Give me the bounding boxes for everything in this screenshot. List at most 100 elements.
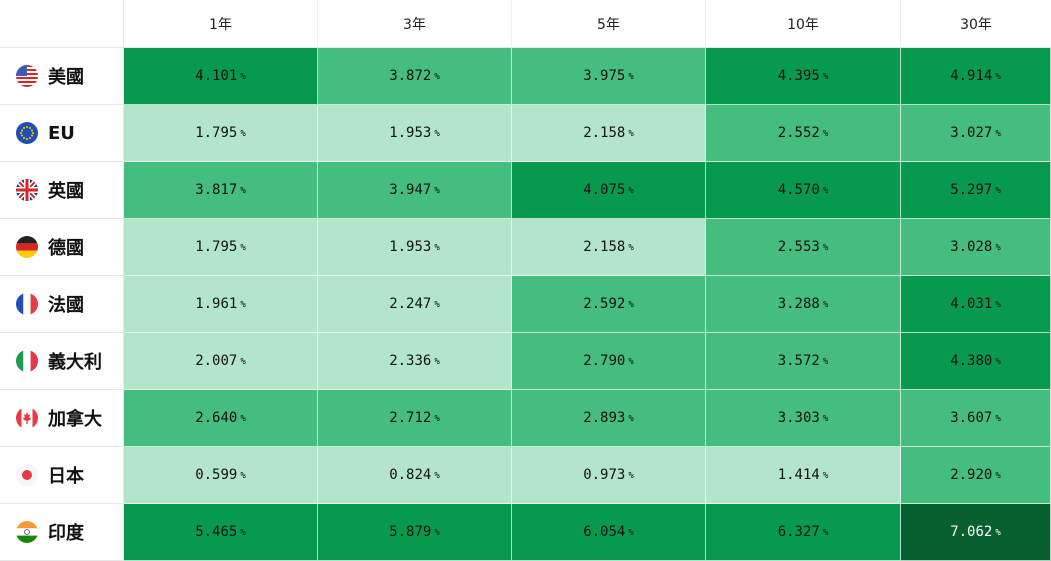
yield-cell[interactable]: 3.817%: [124, 162, 318, 219]
yield-cell[interactable]: 4.031%: [901, 276, 1051, 333]
yield-cell[interactable]: 2.712%: [318, 390, 512, 447]
yield-cell[interactable]: 3.288%: [706, 276, 901, 333]
yield-cell[interactable]: 1.961%: [124, 276, 318, 333]
yield-value: 5.297: [950, 182, 993, 198]
yield-cell[interactable]: 6.054%: [512, 504, 706, 561]
percent-unit: %: [240, 471, 246, 481]
percent-unit: %: [995, 72, 1001, 82]
yield-cell[interactable]: 2.247%: [318, 276, 512, 333]
country-cell[interactable]: EU: [0, 105, 124, 162]
yield-cell[interactable]: 5.465%: [124, 504, 318, 561]
yield-cell[interactable]: 2.592%: [512, 276, 706, 333]
yield-value: 2.158: [583, 125, 626, 141]
yield-value: 2.553: [777, 239, 820, 255]
country-name: 日本: [48, 466, 84, 487]
percent-unit: %: [628, 300, 634, 310]
country-cell[interactable]: 德國: [0, 219, 124, 276]
yield-cell[interactable]: 4.075%: [512, 162, 706, 219]
yield-value: 4.075: [583, 182, 626, 198]
yield-cell[interactable]: 2.007%: [124, 333, 318, 390]
yield-cell[interactable]: 2.158%: [512, 105, 706, 162]
percent-unit: %: [434, 300, 440, 310]
yield-cell[interactable]: 0.973%: [512, 447, 706, 504]
yield-cell[interactable]: 3.947%: [318, 162, 512, 219]
yield-cell[interactable]: 2.893%: [512, 390, 706, 447]
country-cell[interactable]: 日本: [0, 447, 124, 504]
country-cell[interactable]: 美國: [0, 48, 124, 105]
yield-cell[interactable]: 3.572%: [706, 333, 901, 390]
yield-cell[interactable]: 2.552%: [706, 105, 901, 162]
table-row: 法國 1.961% 2.247% 2.592% 3.288% 4.031%: [0, 276, 1051, 333]
yield-value: 0.599: [195, 467, 238, 483]
country-cell[interactable]: 英國: [0, 162, 124, 219]
column-header-1y[interactable]: 1年: [124, 0, 318, 48]
column-header-5y[interactable]: 5年: [512, 0, 706, 48]
yield-cell[interactable]: 3.607%: [901, 390, 1051, 447]
yield-cell[interactable]: 3.027%: [901, 105, 1051, 162]
yield-cell[interactable]: 2.553%: [706, 219, 901, 276]
yield-value: 3.027: [950, 125, 993, 141]
yield-cell[interactable]: 2.640%: [124, 390, 318, 447]
yield-value: 2.592: [583, 296, 626, 312]
percent-unit: %: [995, 471, 1001, 481]
yield-cell[interactable]: 4.395%: [706, 48, 901, 105]
yield-cell[interactable]: 2.790%: [512, 333, 706, 390]
percent-unit: %: [995, 243, 1001, 253]
column-header-30y[interactable]: 30年: [960, 17, 992, 33]
yield-cell[interactable]: 3.872%: [318, 48, 512, 105]
percent-unit: %: [628, 357, 634, 367]
table-header: 1年 3年 5年 10年 30年: [0, 0, 1051, 48]
yield-cell[interactable]: 0.824%: [318, 447, 512, 504]
column-header-3y[interactable]: 3年: [318, 0, 512, 48]
percent-unit: %: [240, 72, 246, 82]
yield-value: 4.101: [195, 68, 238, 84]
yield-cell[interactable]: 0.599%: [124, 447, 318, 504]
yield-value: 3.975: [583, 68, 626, 84]
yield-cell[interactable]: 2.920%: [901, 447, 1051, 504]
table-row: 加拿大 2.640% 2.712% 2.893% 3.303% 3.607%: [0, 390, 1051, 447]
yield-cell[interactable]: 3.303%: [706, 390, 901, 447]
yield-cell[interactable]: 4.570%: [706, 162, 901, 219]
percent-unit: %: [628, 72, 634, 82]
yield-cell[interactable]: 1.795%: [124, 219, 318, 276]
country-cell[interactable]: 加拿大: [0, 390, 124, 447]
yield-value: 3.028: [950, 239, 993, 255]
country-name: 英國: [48, 181, 84, 202]
yield-cell[interactable]: 1.953%: [318, 105, 512, 162]
percent-unit: %: [995, 186, 1001, 196]
percent-unit: %: [995, 357, 1001, 367]
yield-value: 3.872: [389, 68, 432, 84]
percent-unit: %: [434, 243, 440, 253]
yield-cell[interactable]: 7.062%: [901, 504, 1051, 561]
percent-unit: %: [628, 471, 634, 481]
yield-cell[interactable]: 1.795%: [124, 105, 318, 162]
percent-unit: %: [628, 414, 634, 424]
country-cell[interactable]: 義大利: [0, 333, 124, 390]
yield-value: 5.879: [389, 524, 432, 540]
yield-cell[interactable]: 1.953%: [318, 219, 512, 276]
percent-unit: %: [628, 129, 634, 139]
yield-value: 2.158: [583, 239, 626, 255]
yield-cell[interactable]: 4.101%: [124, 48, 318, 105]
yield-cell[interactable]: 5.297%: [901, 162, 1051, 219]
column-header-10y[interactable]: 10年: [706, 0, 901, 48]
percent-unit: %: [995, 129, 1001, 139]
yield-cell[interactable]: 3.975%: [512, 48, 706, 105]
yield-cell[interactable]: 4.914%: [901, 48, 1051, 105]
yield-cell[interactable]: 2.158%: [512, 219, 706, 276]
eu-flag-icon: [16, 122, 38, 144]
country-cell[interactable]: 印度: [0, 504, 124, 561]
yield-cell[interactable]: 2.336%: [318, 333, 512, 390]
yield-value: 2.790: [583, 353, 626, 369]
yield-cell[interactable]: 6.327%: [706, 504, 901, 561]
yield-value: 1.961: [195, 296, 238, 312]
percent-unit: %: [822, 300, 829, 310]
table-row: 印度 5.465% 5.879% 6.054% 6.327% 7.062%: [0, 504, 1051, 561]
yield-cell[interactable]: 1.414%: [706, 447, 901, 504]
yield-value: 3.288: [777, 296, 820, 312]
yield-cell[interactable]: 5.879%: [318, 504, 512, 561]
yield-cell[interactable]: 3.028%: [901, 219, 1051, 276]
yield-value: 0.824: [389, 467, 432, 483]
country-cell[interactable]: 法國: [0, 276, 124, 333]
yield-cell[interactable]: 4.380%: [901, 333, 1051, 390]
